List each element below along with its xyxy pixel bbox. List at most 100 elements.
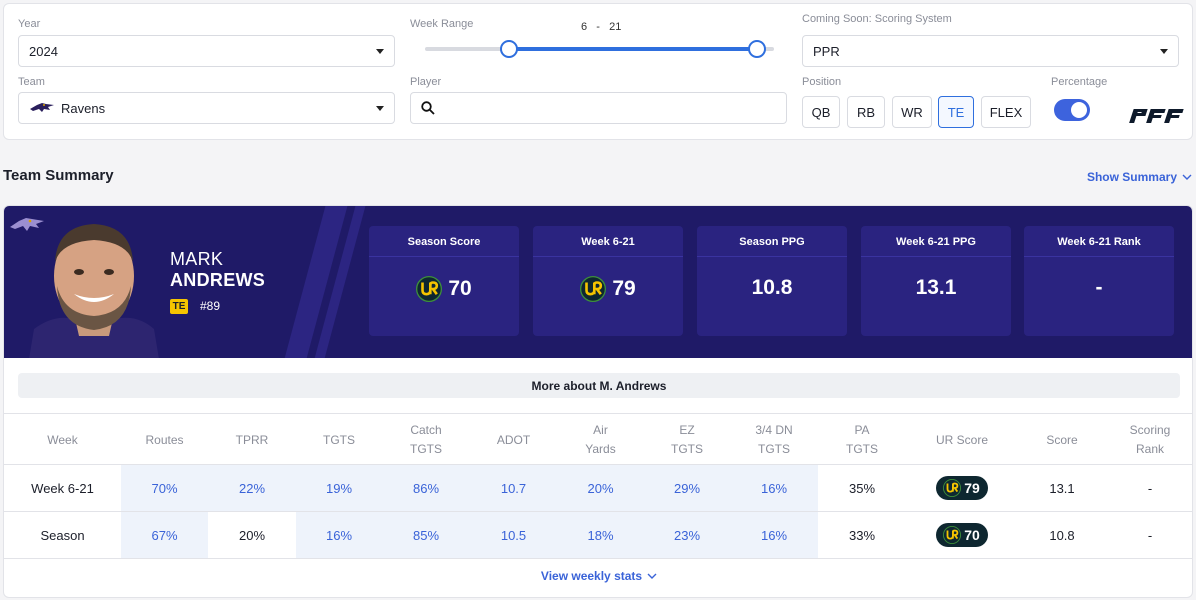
slider-thumb-start[interactable] <box>499 40 518 58</box>
table-header: Week Routes TPRR TGTS Catch TGTS ADOT Air Yards E… <box>4 413 1192 466</box>
table-cell: - <box>1147 480 1153 496</box>
show-summary-label: Show Summary <box>1086 170 1177 184</box>
player-last-name: ANDREWS <box>170 270 266 290</box>
ur-score-icon <box>416 276 443 302</box>
team-label: Team <box>18 76 45 88</box>
ravens-logo-icon <box>10 218 44 231</box>
player-headshot <box>29 224 159 358</box>
ur-score-pill: 70 <box>936 523 988 547</box>
week-range-start: 6 <box>581 21 588 33</box>
scoring-value: PPR <box>813 43 840 59</box>
position-button-rb[interactable]: RB <box>847 96 885 128</box>
show-summary-link[interactable]: Show Summary <box>1087 170 1192 184</box>
view-weekly-stats-link[interactable]: View weekly stats <box>4 569 1192 583</box>
ur-score-icon <box>943 526 962 544</box>
column-header-label: TPRR <box>235 432 269 447</box>
year-value: 2024 <box>29 43 58 59</box>
stat-value: 10.8 <box>697 276 847 300</box>
chevron-down-icon <box>647 573 657 579</box>
stat-value: 79 <box>533 276 683 302</box>
table-cell: 67% <box>121 512 208 558</box>
table-cell: Week 6-21 <box>31 480 94 496</box>
stat-divider <box>1024 256 1174 257</box>
week-range-end: 21 <box>609 21 622 33</box>
ur-score-value: 70 <box>964 527 980 543</box>
team-select[interactable]: Ravens <box>18 92 395 124</box>
column-header: ADOT <box>470 414 557 466</box>
position-label: Position <box>802 76 842 88</box>
stat-box: Week 6-21 PPG 13.1 <box>861 226 1011 336</box>
position-button-te[interactable]: TE <box>938 96 974 128</box>
percentage-label: Percentage <box>1051 76 1108 88</box>
view-weekly-stats-label: View weekly stats <box>540 569 643 583</box>
stat-box: Season PPG 10.8 <box>697 226 847 336</box>
position-button-qb[interactable]: QB <box>802 96 840 128</box>
column-header: Air Yards <box>557 414 644 466</box>
week-range-label: Week Range <box>410 18 474 30</box>
ur-score-value: 79 <box>964 480 980 496</box>
ur-score-pill: 79 <box>936 476 988 500</box>
slider-thumb-end[interactable] <box>748 40 767 58</box>
table-cell: 29% <box>644 465 730 511</box>
week-range-slider[interactable] <box>425 39 774 59</box>
table-cell: 85% <box>382 512 470 558</box>
year-select[interactable]: 2024 <box>18 35 395 67</box>
column-header-label: Routes <box>145 432 184 447</box>
table-cell: 35% <box>848 480 876 496</box>
stat-divider <box>861 256 1011 257</box>
column-header-label: Week <box>47 432 78 447</box>
more-about-button[interactable]: More about M. Andrews <box>18 373 1180 398</box>
stat-divider <box>369 256 519 257</box>
column-header: PA TGTS <box>818 414 906 466</box>
chevron-down-icon <box>1182 174 1192 180</box>
table-row: Season 67% 20% 16% 85% 10.5 18% 23% 16% 33% 70 10.8… <box>4 512 1192 559</box>
jersey-number: #89 <box>200 299 221 313</box>
position-badge: TE <box>170 299 188 314</box>
table-cell: 20% <box>238 527 266 543</box>
table-cell: - <box>1147 527 1153 543</box>
stat-value: 13.1 <box>861 276 1011 300</box>
percentage-toggle[interactable] <box>1054 99 1090 121</box>
table-cell: 19% <box>296 465 382 511</box>
column-header-label: 3/4 DN TGTS <box>755 423 793 456</box>
pff-logo <box>1129 109 1184 123</box>
player-label: Player <box>410 76 442 88</box>
column-header-label: Scoring Rank <box>1129 423 1171 456</box>
player-search-input[interactable] <box>411 93 786 123</box>
column-header: 3/4 DN TGTS <box>730 414 818 466</box>
table-cell: 10.8 <box>1049 527 1075 543</box>
stat-box: Season Score 70 <box>369 226 519 336</box>
column-header-label: UR Score <box>935 432 988 447</box>
column-header: Catch TGTS <box>382 414 470 466</box>
column-header: TPRR <box>208 414 296 466</box>
scoring-label: Coming Soon: Scoring System <box>802 13 952 25</box>
year-label: Year <box>18 18 41 30</box>
table-row: Week 6-21 70% 22% 19% 86% 10.7 20% 29% 16% 35% 79 1… <box>4 465 1192 512</box>
toggle-knob <box>1071 102 1087 118</box>
stat-label: Season Score <box>407 236 481 248</box>
stat-value: - <box>1024 276 1174 300</box>
stat-label: Week 6-21 <box>581 236 635 248</box>
column-header: UR Score <box>906 414 1018 466</box>
stat-divider <box>533 256 683 257</box>
slider-fill <box>508 47 758 51</box>
table-cell: 10.7 <box>470 465 557 511</box>
table-cell: 13.1 <box>1049 480 1075 496</box>
column-header-label: ADOT <box>496 432 531 447</box>
column-header: Score <box>1018 414 1106 466</box>
team-value: Ravens <box>61 100 106 116</box>
week-range-separator: - <box>596 21 600 33</box>
column-header-label: Air Yards <box>585 423 616 456</box>
stat-box: Week 6-21 Rank - <box>1024 226 1174 336</box>
chevron-down-icon <box>376 106 384 111</box>
table-cell: Season <box>40 527 85 543</box>
position-button-flex[interactable]: FLEX <box>981 96 1031 128</box>
ur-score-icon <box>580 276 607 302</box>
position-button-wr[interactable]: WR <box>892 96 932 128</box>
column-header-label: Score <box>1046 432 1078 447</box>
table-cell: 70% <box>121 465 208 511</box>
scoring-select[interactable]: PPR <box>802 35 1179 67</box>
player-search-field[interactable] <box>410 92 787 124</box>
player-first-name: MARK <box>170 249 224 269</box>
stat-label: Season PPG <box>739 236 805 248</box>
